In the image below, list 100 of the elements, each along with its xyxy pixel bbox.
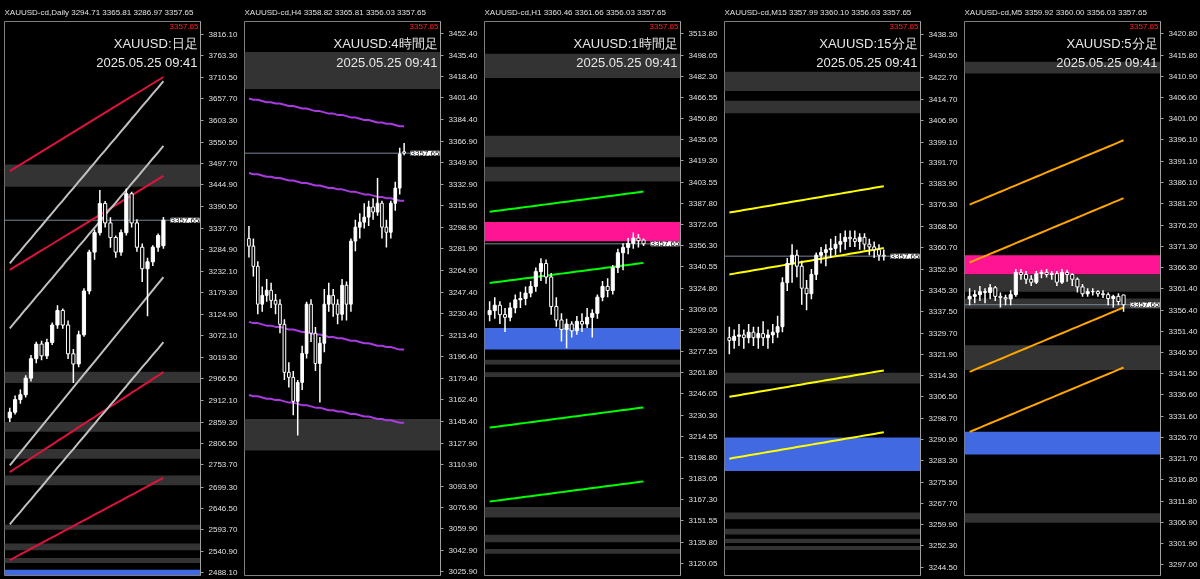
y-tick-label: 3376.30 (928, 200, 958, 210)
y-tick-label: 3341.50 (1168, 369, 1198, 379)
y-tick-label: 3275.50 (928, 477, 958, 487)
line-series (488, 480, 645, 503)
y-tick-label: 3331.60 (1168, 411, 1198, 421)
annotation: 2025.05.25 09:41 (1056, 54, 1158, 70)
y-tick-label: 3059.90 (448, 524, 478, 534)
annotation: 2025.05.25 09:41 (816, 54, 918, 70)
ref-line-label: 3357.65 (410, 148, 441, 158)
line-series (247, 97, 406, 128)
y-tick-label: 3422.70 (928, 72, 958, 82)
y-tick-label: 3497.70 (208, 158, 238, 168)
y-tick-label: 3482.30 (688, 71, 718, 81)
y-tick-label: 3120.05 (688, 558, 718, 568)
y-tick-label: 3349.90 (448, 158, 478, 168)
annotation: 2025.05.25 09:41 (96, 54, 198, 70)
candlestick (751, 325, 756, 347)
y-tick-label: 3550.50 (208, 137, 238, 147)
y-tick-label: 3444.90 (208, 180, 238, 190)
y-tick-label: 3399.10 (928, 137, 958, 147)
annotation: XAUUSD:1時間足 (573, 35, 678, 51)
line-series (8, 341, 165, 526)
y-tick-label: 3419.30 (688, 156, 718, 166)
chart-title: XAUUSD-cd,M5 3359.92 3360.00 3356.03 3357.65 (964, 7, 1148, 17)
y-tick-label: 3244.50 (928, 562, 958, 572)
line-series (8, 276, 165, 467)
y-tick-label: 2699.30 (208, 482, 238, 492)
line-series (488, 190, 645, 213)
candlestick (502, 307, 508, 333)
y-tick-label: 3311.80 (1168, 496, 1198, 506)
y-tick-label: 3406.90 (928, 116, 958, 126)
y-tick-label: 3435.40 (448, 50, 478, 60)
y-tick-label: 3076.90 (448, 502, 478, 512)
y-tick-label: 2488.10 (208, 568, 238, 578)
y-tick-label: 3390.50 (208, 202, 238, 212)
line-series (8, 476, 165, 562)
y-tick-label: 3167.30 (688, 495, 718, 505)
y-tick-label: 3450.80 (688, 114, 718, 124)
y-tick-label: 3391.10 (1168, 156, 1198, 166)
y-tick-label: 2966.50 (208, 374, 238, 384)
y-tick-label: 3337.70 (208, 223, 238, 233)
line-series (8, 144, 165, 330)
candlestick (727, 325, 732, 355)
y-tick-label: 3252.30 (928, 541, 958, 551)
candlestick (380, 199, 384, 240)
candlestick (881, 248, 886, 262)
y-tick-label: 3351.40 (1168, 327, 1198, 337)
y-tick-label: 3264.90 (448, 265, 478, 275)
y-tick-label: 3410.90 (1168, 71, 1198, 81)
candlestick (366, 199, 371, 227)
y-tick-label: 3281.90 (448, 244, 478, 254)
y-tick-label: 3384.40 (448, 114, 478, 124)
text: 3357.65 (409, 21, 440, 31)
y-tick-label: 3366.90 (448, 137, 478, 147)
y-tick-label: 3415.80 (1168, 50, 1198, 60)
y-tick-label: 3340.55 (688, 262, 718, 272)
y-tick-label: 3277.55 (688, 347, 718, 357)
y-tick-label: 3145.40 (448, 416, 478, 426)
y-tick-label: 3183.05 (688, 474, 718, 484)
line-series (8, 76, 165, 173)
y-tick-label: 3371.30 (1168, 241, 1198, 251)
y-tick-label: 3261.80 (688, 368, 718, 378)
y-tick-label: 3232.10 (208, 266, 238, 276)
y-tick-label: 2593.70 (208, 525, 238, 535)
y-tick-label: 3135.80 (688, 537, 718, 547)
line-series (968, 197, 1125, 264)
y-tick-label: 3360.70 (928, 243, 958, 253)
y-tick-label: 3368.50 (928, 221, 958, 231)
annotation: XAUUSD:15分足 (819, 35, 918, 51)
y-tick-label: 3321.70 (1168, 454, 1198, 464)
annotation: XAUUSD:5分足 (1066, 35, 1158, 51)
y-tick-label: 3356.40 (1168, 305, 1198, 315)
y-tick-label: 3324.80 (688, 283, 718, 293)
candlestick (620, 242, 626, 272)
y-tick-label: 3213.40 (448, 330, 478, 340)
y-tick-label: 3816.10 (208, 29, 238, 39)
candlestick (1100, 289, 1106, 299)
y-tick-label: 2859.30 (208, 417, 238, 427)
line-series (247, 171, 406, 202)
line-series (8, 174, 165, 271)
line-series (968, 139, 1125, 206)
y-tick-label: 3603.30 (208, 116, 238, 126)
y-tick-label: 3401.40 (448, 93, 478, 103)
chart-title: XAUUSD-cd,H1 3360.46 3361.66 3356.03 3357.65 (484, 7, 667, 17)
text: 3357.65 (1129, 21, 1160, 31)
y-tick-label: 3345.30 (928, 285, 958, 295)
y-tick-label: 3179.40 (448, 373, 478, 383)
y-tick-label: 3513.80 (688, 29, 718, 39)
y-tick-label: 3179.30 (208, 288, 238, 297)
y-tick-label: 3025.90 (448, 567, 478, 577)
text: 3357.65 (889, 21, 920, 31)
y-tick-label: 3230.40 (448, 309, 478, 319)
y-tick-label: 3042.90 (448, 545, 478, 555)
y-tick-label: 2806.50 (208, 439, 238, 449)
chart-title: XAUUSD-cd,M15 3357.99 3360.10 3356.03 3357.65 (724, 7, 912, 17)
y-tick-label: 3297.00 (1168, 560, 1198, 570)
y-tick-label: 3198.80 (688, 452, 718, 462)
y-tick-label: 2540.90 (208, 546, 238, 556)
y-tick-label: 3298.70 (928, 413, 958, 423)
y-tick-label: 3361.40 (1168, 284, 1198, 294)
